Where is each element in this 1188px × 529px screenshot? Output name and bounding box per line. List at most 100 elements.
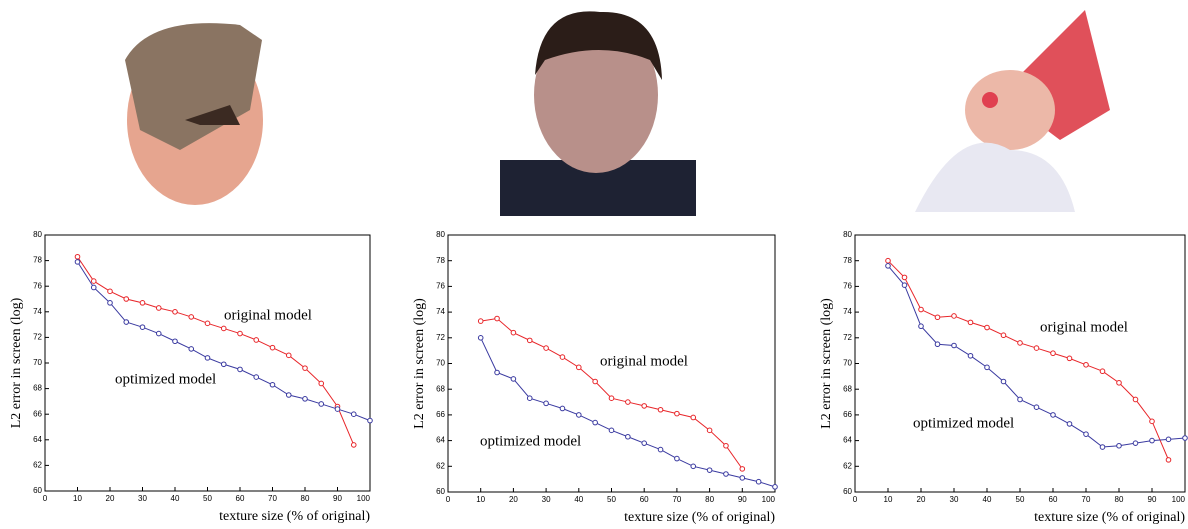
data-point: [90, 284, 97, 291]
x-tick-label: 30: [950, 495, 959, 504]
x-tick-label: 50: [1016, 495, 1025, 504]
y-tick-label: 80: [436, 230, 445, 239]
x-tick-label: 40: [574, 495, 583, 504]
data-point: [625, 399, 631, 405]
data-point: [172, 309, 178, 315]
data-point: [107, 300, 113, 306]
data-point: [139, 300, 146, 306]
y-tick-label: 70: [436, 359, 445, 368]
plot-frame: [854, 234, 1186, 493]
data-point: [367, 417, 373, 424]
data-point: [723, 471, 729, 477]
data-point: [350, 442, 357, 448]
data-point: [1165, 436, 1172, 443]
y-tick-label: 76: [436, 282, 445, 291]
data-point: [204, 355, 211, 361]
data-point: [576, 412, 582, 418]
y-tick-label: 76: [843, 282, 852, 291]
y-tick-label: 78: [33, 256, 42, 265]
data-point: [510, 376, 517, 382]
data-point: [1165, 457, 1172, 463]
data-point: [967, 352, 974, 359]
data-point: [559, 354, 566, 360]
data-point: [1132, 396, 1139, 403]
data-point: [674, 455, 680, 462]
data-point: [477, 318, 484, 324]
data-point: [1033, 345, 1040, 351]
x-tick-label: 50: [203, 494, 212, 503]
data-point: [641, 403, 648, 409]
data-point: [967, 319, 974, 326]
y-tick-label: 68: [843, 384, 852, 393]
data-point: [90, 278, 97, 284]
data-point: [74, 253, 81, 260]
y-tick-label: 66: [843, 410, 852, 419]
y-axis-label: L2 error in screen (log): [819, 298, 834, 429]
data-point: [155, 305, 162, 311]
y-tick-label: 78: [843, 256, 852, 265]
data-point: [74, 259, 81, 265]
data-point: [576, 364, 582, 371]
data-point: [526, 395, 533, 401]
y-tick-label: 64: [33, 435, 42, 444]
data-point: [723, 442, 729, 449]
data-point: [285, 392, 292, 398]
x-tick-label: 100: [357, 494, 371, 503]
x-tick-label: 80: [301, 494, 310, 503]
data-point: [269, 344, 276, 351]
x-tick-label: 30: [542, 495, 551, 504]
series-line: [887, 260, 1169, 461]
data-point: [172, 338, 178, 345]
data-point: [188, 346, 195, 352]
data-point: [608, 427, 615, 434]
data-point: [543, 345, 549, 351]
x-tick-label: 90: [1148, 495, 1157, 504]
y-tick-label: 60: [843, 487, 852, 496]
data-point: [1116, 379, 1122, 386]
data-point: [1149, 437, 1155, 444]
data-point: [220, 325, 227, 332]
data-point: [285, 352, 292, 359]
data-point: [918, 306, 924, 313]
y-tick-label: 70: [843, 359, 852, 368]
data-point: [204, 320, 211, 327]
data-point: [706, 427, 713, 434]
data-point: [1116, 442, 1122, 449]
data-point: [690, 463, 697, 470]
data-point: [984, 324, 990, 331]
x-tick-label: 10: [884, 495, 893, 504]
data-point: [1132, 440, 1139, 446]
data-point: [1000, 332, 1007, 339]
data-point: [934, 314, 941, 321]
data-point: [984, 364, 990, 371]
y-tick-label: 62: [843, 461, 852, 470]
x-axis-label: texture size (% of original): [219, 509, 370, 524]
data-point: [253, 374, 260, 380]
data-point: [885, 257, 891, 264]
data-point: [772, 484, 778, 490]
annotation: optimized model: [480, 433, 581, 449]
annotation: original model: [1040, 319, 1128, 335]
x-tick-label: 70: [268, 494, 277, 503]
annotation: original model: [224, 307, 312, 323]
data-point: [1017, 340, 1023, 346]
y-tick-label: 80: [33, 230, 42, 239]
data-point: [901, 274, 908, 281]
y-tick-label: 62: [33, 461, 42, 470]
annotation: optimized model: [913, 415, 1014, 431]
data-point: [1149, 418, 1155, 425]
x-tick-label: 0: [853, 495, 858, 504]
series-line: [77, 261, 371, 422]
x-tick-label: 40: [171, 494, 180, 503]
data-point: [1099, 368, 1106, 375]
y-tick-label: 66: [436, 410, 445, 419]
y-tick-label: 74: [843, 307, 852, 316]
data-point: [706, 467, 713, 473]
y-tick-label: 64: [436, 436, 445, 445]
x-tick-label: 70: [1082, 495, 1091, 504]
head-image: [125, 23, 263, 205]
y-tick-label: 60: [33, 486, 42, 495]
y-tick-label: 66: [33, 409, 42, 418]
x-tick-label: 60: [1049, 495, 1058, 504]
